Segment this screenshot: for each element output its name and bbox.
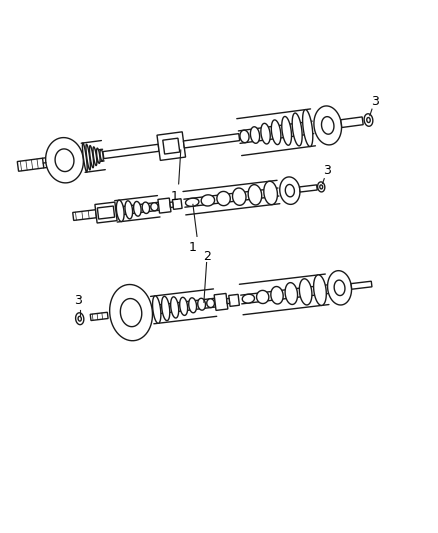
Polygon shape [95, 202, 117, 223]
Polygon shape [285, 184, 294, 197]
Text: 2: 2 [203, 249, 211, 263]
Polygon shape [292, 113, 302, 146]
Polygon shape [103, 144, 159, 159]
Polygon shape [314, 275, 326, 305]
Polygon shape [217, 191, 230, 206]
Polygon shape [300, 185, 317, 192]
Polygon shape [157, 132, 186, 160]
Polygon shape [17, 158, 44, 171]
Polygon shape [214, 294, 228, 310]
Polygon shape [55, 149, 74, 172]
Polygon shape [73, 210, 96, 221]
Polygon shape [229, 294, 240, 306]
Polygon shape [163, 138, 180, 154]
Polygon shape [248, 184, 261, 205]
Polygon shape [351, 281, 372, 289]
Polygon shape [134, 201, 141, 216]
Polygon shape [321, 117, 334, 134]
Polygon shape [90, 312, 108, 320]
Polygon shape [96, 148, 100, 163]
Polygon shape [86, 144, 90, 170]
Polygon shape [110, 285, 152, 341]
Polygon shape [334, 280, 345, 295]
Polygon shape [97, 206, 115, 219]
Polygon shape [299, 279, 312, 305]
Polygon shape [151, 203, 158, 211]
Polygon shape [162, 296, 170, 321]
Polygon shape [364, 114, 373, 126]
Polygon shape [180, 297, 187, 316]
Polygon shape [120, 298, 142, 327]
Polygon shape [318, 182, 325, 192]
Polygon shape [207, 299, 215, 308]
Polygon shape [280, 177, 300, 204]
Polygon shape [170, 202, 173, 207]
Polygon shape [264, 181, 277, 205]
Polygon shape [226, 298, 230, 304]
Polygon shape [184, 134, 240, 148]
Polygon shape [314, 106, 342, 145]
Text: 1: 1 [189, 241, 197, 254]
Polygon shape [271, 120, 281, 144]
Polygon shape [303, 110, 313, 147]
Polygon shape [242, 294, 254, 303]
Polygon shape [285, 282, 297, 304]
Polygon shape [341, 117, 363, 127]
Polygon shape [201, 195, 215, 206]
Polygon shape [125, 201, 133, 219]
Text: 1: 1 [170, 190, 178, 203]
Polygon shape [152, 296, 161, 323]
Polygon shape [320, 185, 323, 189]
Text: 3: 3 [323, 164, 331, 177]
Polygon shape [93, 147, 97, 166]
Polygon shape [173, 199, 182, 209]
Polygon shape [82, 143, 87, 172]
Polygon shape [186, 198, 199, 206]
Polygon shape [89, 146, 94, 168]
Polygon shape [251, 127, 260, 143]
Polygon shape [257, 290, 269, 303]
Polygon shape [261, 123, 270, 144]
Polygon shape [367, 118, 370, 123]
Polygon shape [189, 298, 197, 313]
Text: 3: 3 [74, 294, 81, 306]
Polygon shape [282, 117, 292, 145]
Polygon shape [158, 198, 171, 213]
Text: 3: 3 [371, 95, 378, 108]
Polygon shape [271, 287, 283, 304]
Polygon shape [76, 313, 84, 325]
Polygon shape [100, 149, 103, 161]
Polygon shape [46, 138, 83, 183]
Polygon shape [171, 297, 179, 318]
Polygon shape [117, 200, 124, 222]
Polygon shape [142, 202, 150, 214]
Polygon shape [78, 317, 81, 321]
Polygon shape [240, 130, 249, 143]
Polygon shape [198, 298, 205, 310]
Polygon shape [233, 188, 246, 205]
Polygon shape [328, 271, 352, 305]
